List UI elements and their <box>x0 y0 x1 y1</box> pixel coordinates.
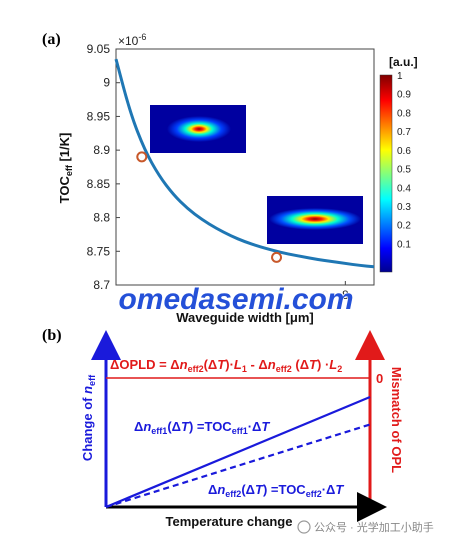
x-axis-label-b: Temperature change <box>166 514 293 529</box>
footer-credit-text: 公众号 · 光学加工小助手 <box>314 520 434 534</box>
y-axis-label-a: TOCeff [1/K] <box>57 133 74 204</box>
chart-a: 8.7 8.75 8.8 8.85 8.9 8.95 9 9.05 8 ×10-6 TOCef… <box>57 32 418 325</box>
watermark: omedasemi.com <box>118 283 353 316</box>
colorbar <box>379 74 393 273</box>
y-tick-label: 9.05 <box>87 42 111 56</box>
y-multiplier: ×10-6 <box>118 32 146 48</box>
right-axis-label: Mismatch of OPL <box>389 367 404 473</box>
series-neff2-line <box>105 423 371 509</box>
colorbar-ticks: 1 0.9 0.8 0.7 0.6 0.5 0.4 0.3 0.2 0.1 <box>397 71 411 250</box>
panel-label-a: (a) <box>42 31 61 48</box>
y-tick-label: 8.85 <box>87 177 111 191</box>
colorbar-tick-label: 1 <box>397 71 403 82</box>
colorbar-tick-label: 0.4 <box>397 183 411 194</box>
toc-marker <box>136 151 148 163</box>
series-neff1-line <box>105 395 371 509</box>
colorbar-title: [a.u.] <box>389 55 418 69</box>
colorbar-tick-label: 0.1 <box>397 239 411 250</box>
x-axis-label-a: Waveguide width [μm] <box>176 310 313 325</box>
chart-b: 0 ΔOPLD = Δneff2(ΔT)·L1 - Δneff2 (ΔT) ·L… <box>80 330 404 529</box>
right-zero-label: 0 <box>376 371 383 386</box>
mode-profile-wide <box>267 196 363 244</box>
toc-marker <box>271 251 283 263</box>
colorbar-tick-label: 0.8 <box>397 108 411 119</box>
wechat-icon <box>297 520 311 534</box>
colorbar-tick-label: 0.5 <box>397 165 411 176</box>
x-tick-label: 8 <box>342 288 349 302</box>
colorbar-tick-label: 0.9 <box>397 90 411 101</box>
y-ticks-a: 8.7 8.75 8.8 8.85 8.9 8.95 9 9.05 <box>87 42 120 292</box>
colorbar-tick-label: 0.7 <box>397 127 411 138</box>
toc-markers <box>136 151 283 263</box>
neff2-equation: Δneff2(ΔT) =TOCeff2·ΔT <box>208 482 344 499</box>
y-tick-label: 8.8 <box>93 211 110 225</box>
x-ticks-a: 8 <box>342 281 349 302</box>
footer-credit: 公众号 · 光学加工小助手 <box>297 520 434 534</box>
panel-label-b: (b) <box>42 327 62 344</box>
y-tick-label: 8.9 <box>93 143 110 157</box>
colorbar-tick-label: 0.2 <box>397 221 411 232</box>
toc-curve <box>114 58 375 269</box>
opld-equation: ΔOPLD = Δneff2(ΔT)·L1 - Δneff2 (ΔT) ·L2 <box>110 357 342 374</box>
plot-area-a <box>115 48 375 286</box>
y-tick-label: 8.7 <box>93 278 110 292</box>
y-tick-label: 9 <box>103 76 110 90</box>
mode-profile-narrow <box>150 105 246 153</box>
left-axis-label: Change of neff <box>80 374 97 461</box>
y-tick-label: 8.95 <box>87 109 111 123</box>
neff1-equation: Δneff1(ΔT) =TOCeff1·ΔT <box>134 419 270 436</box>
colorbar-tick-label: 0.3 <box>397 202 411 213</box>
colorbar-tick-label: 0.6 <box>397 146 411 157</box>
y-tick-label: 8.75 <box>87 244 111 258</box>
